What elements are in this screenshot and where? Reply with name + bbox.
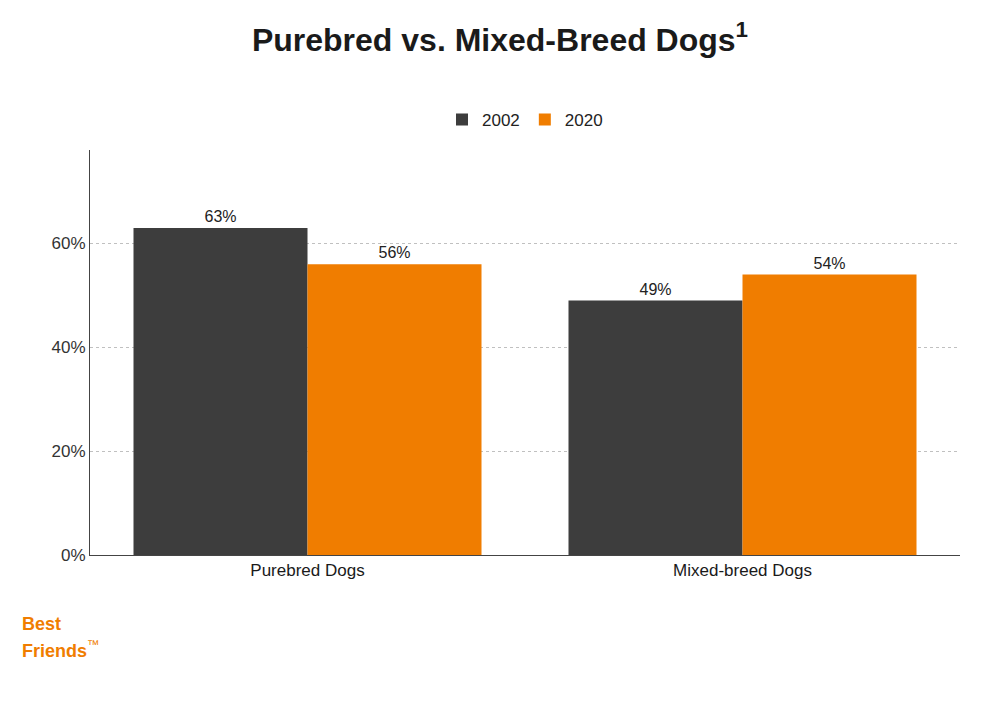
svg-text:Mixed-breed Dogs: Mixed-breed Dogs	[673, 561, 812, 580]
svg-text:63%: 63%	[204, 208, 236, 225]
svg-text:20%: 20%	[52, 442, 86, 461]
svg-text:Purebred vs. Mixed-Breed Dogs​: Purebred vs. Mixed-Breed Dogs​1​	[252, 17, 748, 57]
svg-text:Best: Best	[22, 614, 61, 634]
svg-text:2002: 2002	[482, 111, 520, 130]
svg-text:Purebred Dogs: Purebred Dogs	[250, 561, 364, 580]
svg-text:Friends​™​: Friends​™​	[22, 638, 100, 661]
svg-text:54%: 54%	[813, 255, 845, 272]
svg-text:60%: 60%	[52, 234, 86, 253]
svg-text:0%: 0%	[61, 546, 86, 565]
svg-text:2020: 2020	[565, 111, 603, 130]
svg-text:40%: 40%	[52, 338, 86, 357]
svg-text:56%: 56%	[378, 244, 410, 261]
svg-text:49%: 49%	[639, 281, 671, 298]
